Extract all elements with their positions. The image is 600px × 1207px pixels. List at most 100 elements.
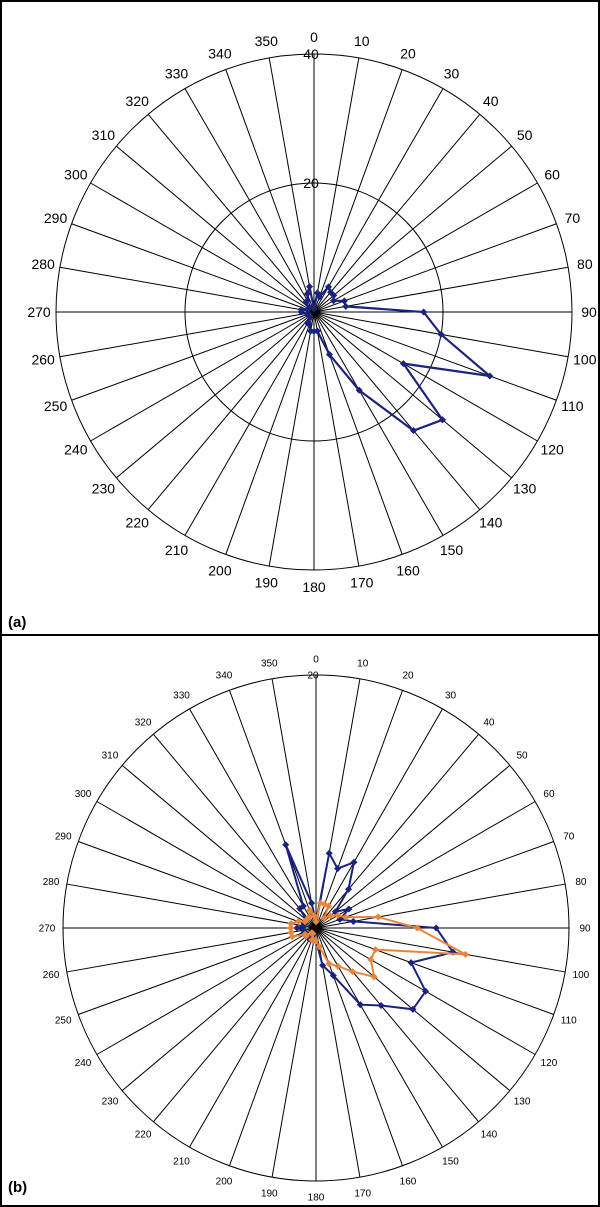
- spoke-280: [59, 266, 315, 313]
- angle-tick-label: 90: [581, 304, 597, 320]
- data-point: [461, 950, 470, 958]
- spoke-200: [228, 927, 317, 1166]
- angle-tick-label: 130: [513, 481, 537, 497]
- data-point: [308, 936, 316, 944]
- angle-tick-label: 80: [575, 877, 587, 888]
- data-point: [345, 905, 353, 913]
- spoke-230: [116, 311, 315, 479]
- angle-tick-label: 60: [544, 166, 560, 182]
- data-point: [340, 297, 348, 305]
- angle-tick-label: 340: [216, 671, 233, 682]
- angle-tick-label: 220: [135, 1130, 152, 1141]
- data-point: [310, 912, 318, 920]
- angle-tick-label: 190: [261, 1188, 278, 1199]
- angle-tick-label: 200: [208, 562, 232, 578]
- data-point: [315, 293, 324, 301]
- spoke-120: [313, 311, 538, 442]
- spoke-350: [271, 678, 317, 929]
- angle-tick-label: 120: [540, 441, 564, 457]
- spoke-260: [59, 311, 315, 358]
- spoke-340: [228, 690, 317, 929]
- data-point: [304, 319, 312, 327]
- angle-tick-label: 330: [173, 691, 190, 702]
- radial-tick-label: 0: [307, 304, 315, 320]
- angle-tick-label: 270: [39, 924, 56, 935]
- spoke-70: [313, 223, 557, 313]
- angle-tick-label: 190: [255, 575, 279, 591]
- angle-tick-label: 30: [445, 691, 457, 702]
- data-point: [486, 372, 494, 380]
- spoke-110: [315, 927, 554, 1016]
- data-point: [334, 911, 342, 919]
- data-point: [305, 283, 314, 291]
- data-point: [409, 1005, 417, 1013]
- spoke-100: [315, 927, 566, 973]
- angle-tick-label: 150: [442, 1156, 459, 1167]
- angle-tick-label: 110: [561, 1016, 577, 1027]
- angle-tick-label: 250: [55, 1016, 72, 1027]
- data-point: [320, 914, 328, 922]
- angle-tick-label: 340: [208, 45, 232, 61]
- spoke-240: [96, 927, 317, 1055]
- spoke-170: [315, 927, 361, 1178]
- angle-tick-label: 270: [27, 304, 51, 320]
- spoke-290: [78, 840, 317, 929]
- spoke-220: [152, 927, 317, 1123]
- spoke-290: [71, 223, 315, 313]
- angle-tick-label: 160: [400, 1176, 417, 1187]
- data-point: [432, 924, 440, 932]
- spoke-200: [225, 311, 315, 555]
- spoke-30: [315, 708, 443, 929]
- data-point: [370, 973, 378, 981]
- angle-tick-label: 80: [577, 256, 593, 272]
- spoke-20: [315, 690, 404, 929]
- data-point: [342, 913, 350, 921]
- data-point: [399, 360, 407, 368]
- angle-tick-label: 140: [481, 1130, 498, 1141]
- angle-tick-label: 0: [310, 29, 318, 45]
- angle-tick-label: 100: [573, 352, 597, 368]
- angle-tick-label: 260: [31, 352, 55, 368]
- angle-tick-label: 170: [354, 1188, 371, 1199]
- angle-tick-label: 90: [579, 924, 591, 935]
- data-point: [305, 906, 314, 914]
- angle-tick-label: 290: [55, 831, 72, 842]
- spoke-190: [268, 311, 315, 567]
- polar-chart-a: 0 10 20 30 40 50 60 70 80 90 100 110 120 130 140 150 160…: [27, 29, 597, 595]
- data-point: [307, 327, 315, 335]
- angle-tick-label: 350: [261, 659, 278, 670]
- angle-tick-label: 320: [135, 717, 152, 728]
- data-point: [422, 987, 430, 995]
- angle-tick-label: 110: [561, 398, 584, 414]
- data-point: [294, 917, 302, 926]
- spoke-280: [66, 883, 317, 929]
- angle-tick-label: 70: [565, 210, 581, 226]
- spoke-320: [147, 114, 315, 313]
- angle-tick-label: 300: [64, 166, 88, 182]
- spoke-50: [313, 145, 512, 313]
- data-point: [287, 924, 295, 932]
- spoke-220: [147, 311, 315, 510]
- data-point: [315, 943, 323, 951]
- data-point: [310, 305, 318, 313]
- angle-tick-label: 50: [517, 751, 529, 762]
- spoke-140: [313, 311, 481, 510]
- angle-tick-label: 100: [573, 970, 590, 981]
- spoke-300: [96, 801, 317, 929]
- angle-tick-label: 280: [43, 877, 60, 888]
- data-point: [355, 386, 363, 394]
- data-point: [330, 291, 338, 299]
- angle-tick-label: 260: [43, 970, 60, 981]
- spoke-130: [313, 311, 512, 479]
- spoke-40: [315, 733, 480, 929]
- angle-tick-label: 250: [44, 398, 68, 414]
- spoke-310: [116, 145, 315, 313]
- data-point: [301, 930, 309, 938]
- data-point: [334, 962, 342, 970]
- spoke-140: [315, 927, 480, 1123]
- spoke-10: [313, 57, 360, 313]
- angle-tick-label: 60: [543, 789, 555, 800]
- data-point: [305, 304, 313, 312]
- angle-tick-label: 20: [400, 45, 416, 61]
- angle-tick-label: 310: [102, 751, 119, 762]
